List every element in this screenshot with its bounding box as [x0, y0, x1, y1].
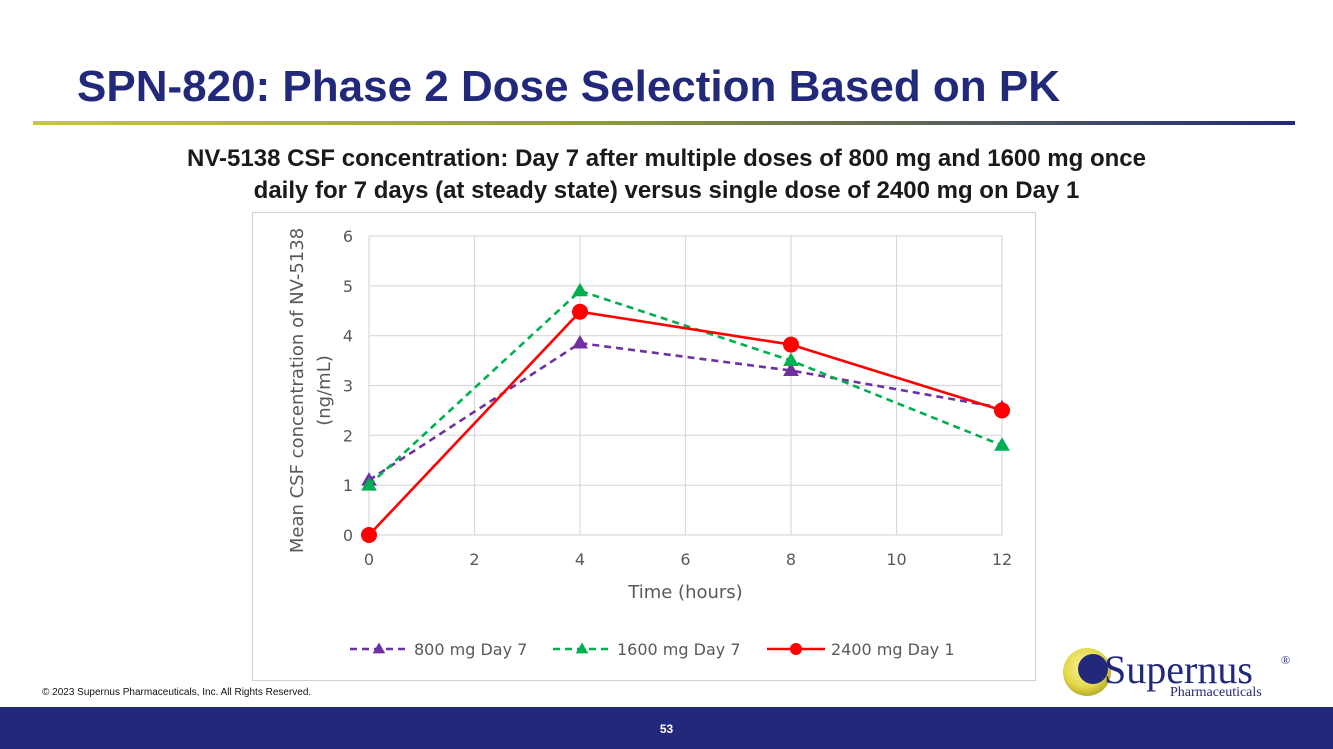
y-tick-label: 2	[343, 426, 353, 445]
logo-tagline: Pharmaceuticals	[1170, 685, 1262, 700]
grid-lines	[368, 235, 1003, 536]
x-tick-label: 10	[886, 550, 906, 569]
data-point	[994, 437, 1010, 451]
subtitle-line-1: NV-5138 CSF concentration: Day 7 after m…	[187, 145, 1146, 172]
data-point	[790, 643, 802, 655]
data-point	[994, 402, 1010, 419]
slide-title: SPN-820: Phase 2 Dose Selection Based on…	[77, 62, 1061, 111]
logo-moon-icon	[1078, 654, 1108, 684]
legend-label: 800 mg Day 7	[414, 640, 527, 659]
y-axis-label-line-1: Mean CSF concentration of NV-5138	[287, 228, 308, 553]
legend-item: 2400 mg Day 1	[767, 640, 955, 659]
x-tick-label: 12	[992, 550, 1012, 569]
page-number: 53	[659, 722, 674, 736]
data-point	[575, 642, 589, 654]
data-point	[572, 303, 588, 320]
logo-wordmark: Supernus	[1104, 647, 1253, 692]
x-tick-label: 4	[575, 550, 585, 569]
y-tick-label: 1	[343, 476, 353, 495]
series-line	[368, 341, 1003, 482]
data-point	[372, 642, 386, 654]
y-tick-label: 0	[343, 526, 353, 545]
legend-item: 800 mg Day 7	[350, 640, 527, 659]
logo-registered-mark: ®	[1281, 653, 1290, 667]
series-lines	[361, 282, 1010, 543]
legend: 800 mg Day 7 1600 mg Day 7 2400 mg Day 1	[350, 640, 955, 659]
x-axis-label: Time (hours)	[627, 582, 742, 603]
data-point	[783, 362, 799, 376]
series-1600-mg-day-7	[361, 282, 1010, 491]
data-point	[361, 477, 377, 491]
data-point	[572, 335, 588, 349]
series-2400-mg-day-1	[361, 303, 1010, 543]
x-tick-label: 8	[786, 550, 796, 569]
y-tick-label: 5	[343, 277, 353, 296]
chart-container: 0 1 2 3 4 5 6 0 2 4 6 8 10 12 Mean CSF concentration …	[252, 212, 1036, 681]
x-tick-label: 0	[364, 550, 374, 569]
x-tick-label: 6	[680, 550, 690, 569]
data-point	[783, 336, 799, 353]
copyright-notice: © 2023 Supernus Pharmaceuticals, Inc. Al…	[42, 687, 312, 698]
legend-label: 1600 mg Day 7	[617, 640, 741, 659]
data-point	[361, 527, 377, 543]
legend-item: 1600 mg Day 7	[553, 640, 741, 659]
supernus-logo: Supernus ® Pharmaceuticals	[1060, 642, 1300, 702]
series-line	[368, 310, 1003, 536]
y-tick-label: 3	[343, 377, 353, 396]
y-axis-label-line-2: (ng/mL)	[314, 355, 335, 426]
logo-graphic: Supernus ® Pharmaceuticals	[1063, 647, 1290, 700]
y-tick-label: 4	[343, 327, 353, 346]
subtitle-line-2: daily for 7 days (at steady state) versu…	[253, 177, 1080, 204]
series-line	[368, 289, 1003, 487]
data-point	[783, 352, 799, 366]
data-point	[572, 282, 588, 297]
chart-subtitle: NV-5138 CSF concentration: Day 7 after m…	[60, 143, 1273, 207]
x-tick-label: 2	[469, 550, 479, 569]
title-divider	[33, 121, 1295, 125]
legend-label: 2400 mg Day 1	[831, 640, 955, 659]
footer-bar: 53	[0, 707, 1333, 749]
y-tick-label: 6	[343, 227, 353, 246]
